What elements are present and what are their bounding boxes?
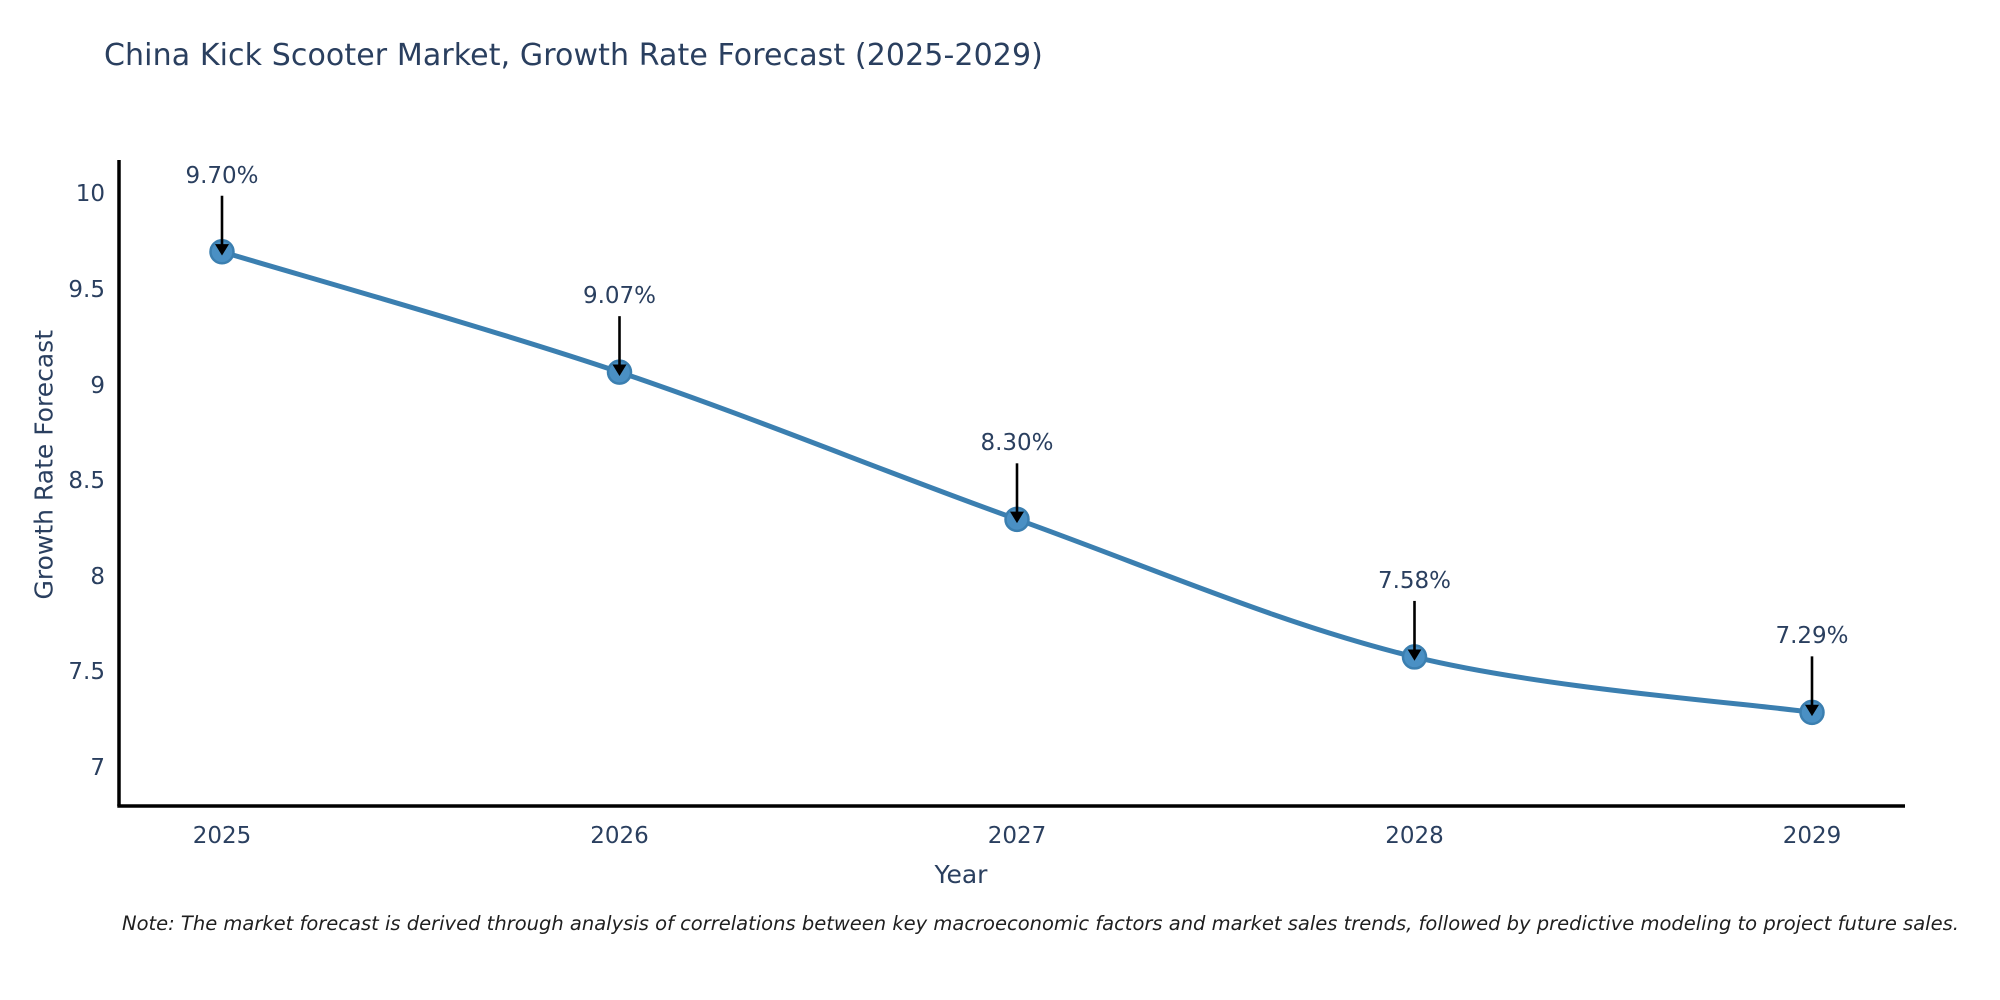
y-tick-label: 9: [90, 372, 105, 399]
chart-footnote: Note: The market forecast is derived thr…: [122, 912, 1959, 935]
y-tick-label: 7: [90, 754, 105, 781]
point-annotations: [214, 195, 1820, 717]
y-tick-label: 7.5: [68, 659, 105, 686]
data-point-label: 9.07%: [582, 283, 657, 310]
x-axis-title-text: Year: [934, 860, 988, 889]
y-tick-label: 8: [90, 563, 105, 590]
x-tick-label: 2025: [192, 823, 252, 849]
data-point-label: 9.70%: [185, 162, 259, 189]
x-tick-label: 2029: [1782, 823, 1842, 849]
data-point-label: 7.58%: [1377, 567, 1452, 594]
x-tick-label: 2026: [590, 823, 649, 849]
x-tick-label: 2028: [1385, 823, 1444, 849]
x-axis-title: Year: [0, 860, 2000, 889]
data-point-label: 7.29%: [1775, 623, 1849, 650]
axes: [117, 160, 1905, 808]
chart-title: China Kick Scooter Market, Growth Rate F…: [104, 38, 1043, 73]
x-tick-label: 2027: [987, 823, 1047, 849]
y-tick-label: 8.5: [68, 468, 105, 495]
data-point-label: 8.30%: [980, 430, 1054, 457]
y-tick-label: 10: [75, 181, 105, 208]
y-tick-label: 9.5: [68, 276, 105, 303]
